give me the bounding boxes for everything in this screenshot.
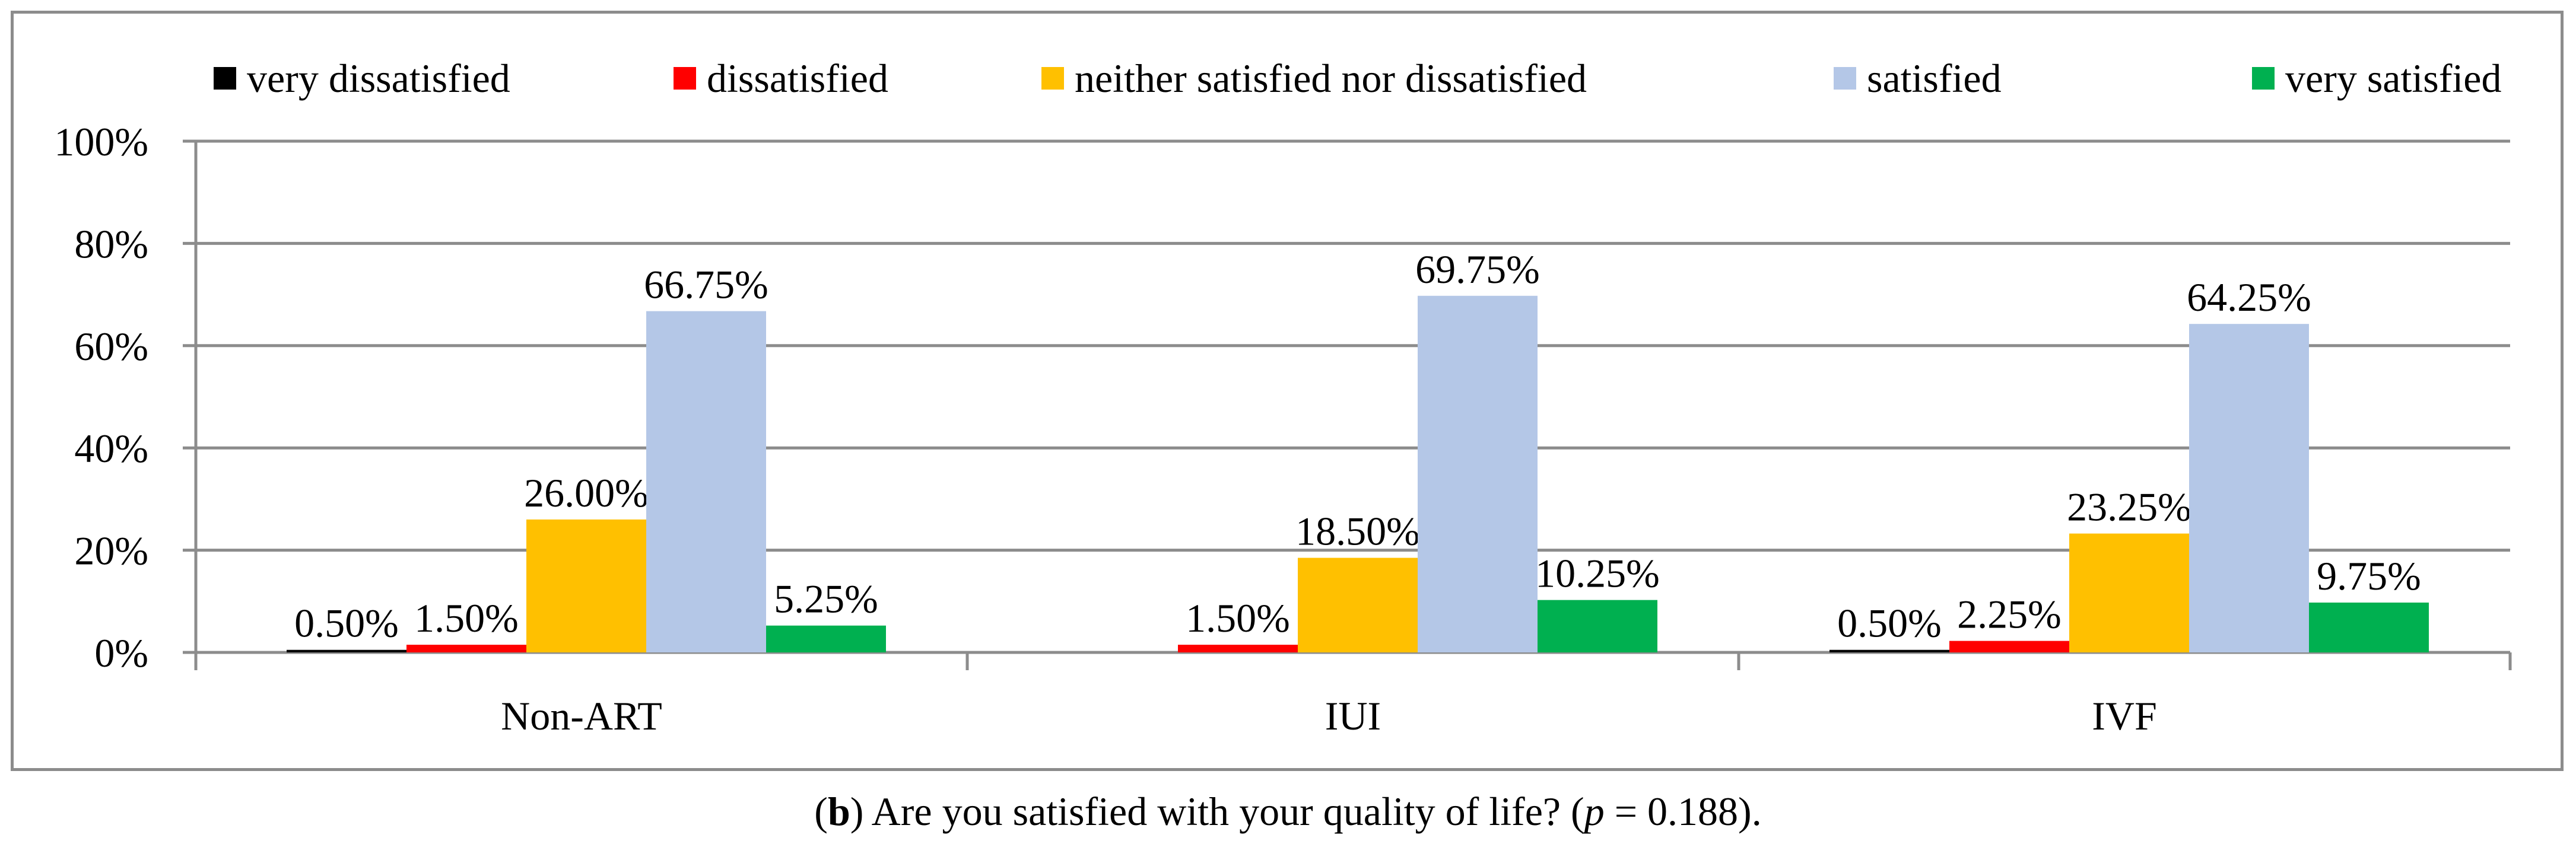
data-label: 10.25%	[1535, 551, 1660, 596]
x-tick-label: Non-ART	[501, 693, 662, 738]
legend-label: neither satisfied nor dissatisfied	[1075, 56, 1587, 101]
caption-open-paren: (	[814, 789, 828, 834]
y-tick-label: 20%	[74, 528, 148, 574]
caption-text-after: = 0.188).	[1604, 789, 1762, 834]
data-label: 9.75%	[2317, 553, 2421, 598]
legend-swatch	[214, 67, 236, 90]
legend-label: dissatisfied	[707, 56, 888, 101]
caption-letter: b	[827, 789, 850, 834]
bar-satisfied-iui	[1418, 295, 1538, 652]
bar-very-satisfied-iui	[1538, 600, 1657, 652]
y-tick-label: 100%	[54, 119, 148, 164]
data-label: 18.50%	[1295, 509, 1420, 554]
x-tick-label: IUI	[1325, 693, 1381, 738]
data-label: 2.25%	[1957, 592, 2062, 637]
y-tick-label: 40%	[74, 426, 148, 471]
data-label: 1.50%	[1186, 595, 1290, 641]
bar-dissatisfied-non-art	[406, 645, 526, 652]
data-label: 26.00%	[524, 470, 649, 515]
data-label: 5.25%	[774, 576, 878, 622]
data-label: 66.75%	[644, 262, 768, 307]
legend-label: very satisfied	[2285, 56, 2501, 101]
bar-very-dissatisfied-non-art	[287, 649, 406, 652]
figure-caption: (b) Are you satisfied with your quality …	[0, 788, 2576, 836]
caption-text-before: ) Are you satisfied with your quality of…	[850, 789, 1584, 834]
data-label: 0.50%	[294, 601, 399, 646]
legend-swatch	[1834, 67, 1856, 90]
legend-swatch	[2252, 67, 2275, 90]
legend-label: satisfied	[1867, 56, 2002, 101]
chart-frame	[11, 11, 2564, 771]
data-label: 0.50%	[1837, 601, 1942, 646]
bar-very-satisfied-ivf	[2309, 602, 2429, 652]
bar-very-dissatisfied-ivf	[1829, 649, 1949, 652]
x-tick-label: IVF	[2092, 693, 2157, 738]
y-tick-label: 0%	[94, 630, 148, 676]
bar-very-satisfied-non-art	[766, 625, 886, 652]
legend-swatch	[674, 67, 696, 90]
data-label: 64.25%	[2187, 275, 2311, 320]
data-label: 1.50%	[414, 595, 519, 641]
bar-neither-satisfied-nor-dissatisfied-non-art	[526, 519, 646, 652]
bar-satisfied-non-art	[646, 311, 766, 652]
data-label: 23.25%	[2067, 485, 2191, 530]
data-label: 69.75%	[1415, 247, 1540, 292]
y-tick-label: 80%	[74, 221, 148, 266]
bar-dissatisfied-ivf	[1949, 641, 2069, 652]
bar-neither-satisfied-nor-dissatisfied-ivf	[2069, 533, 2189, 652]
caption-p-symbol: p	[1584, 789, 1605, 834]
legend-label: very dissatisfied	[247, 56, 510, 101]
legend-swatch	[1041, 67, 1064, 90]
bar-neither-satisfied-nor-dissatisfied-iui	[1298, 558, 1418, 652]
y-tick-label: 60%	[74, 324, 148, 369]
bar-dissatisfied-iui	[1178, 645, 1298, 652]
bar-chart: 0% 20% 40% 60% 80% 100% 0.50% 1.50% 26.00% 66.75%…	[54, 56, 2512, 738]
bar-satisfied-ivf	[2189, 324, 2309, 652]
